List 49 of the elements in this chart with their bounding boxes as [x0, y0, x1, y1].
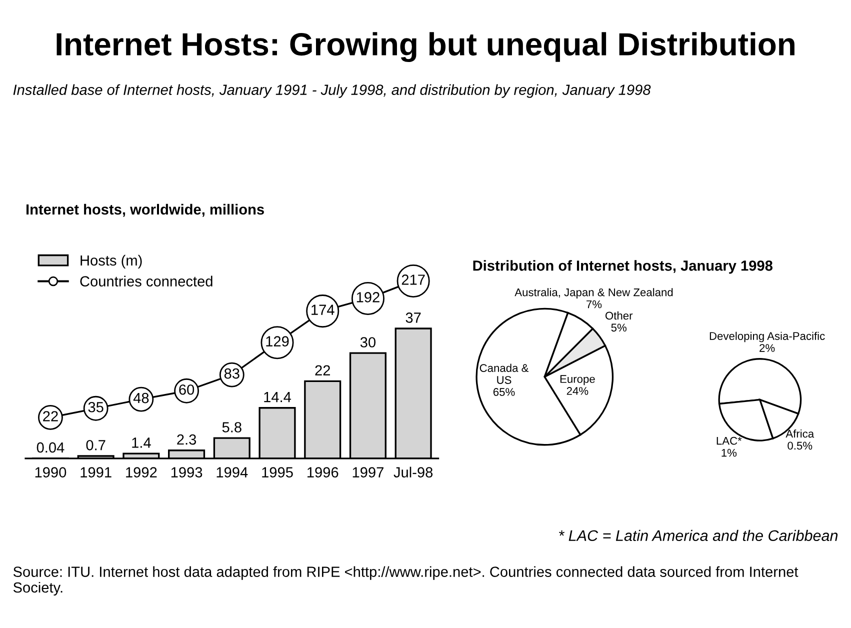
data-label: 48 [133, 392, 149, 404]
legend-label: Countries connected [80, 276, 212, 287]
data-label: 7% [586, 300, 602, 308]
data-label: 35 [88, 402, 104, 412]
x-tick-label: Jul-98 [394, 466, 433, 478]
slice-label: Developing Asia-Pacific [710, 332, 825, 342]
slice-label: Canada & US [480, 364, 529, 384]
data-label: 37 [406, 312, 421, 323]
data-label: 192 [356, 292, 380, 302]
x-tick-label: 1993 [171, 467, 202, 478]
x-tick-label: 1997 [352, 467, 384, 478]
slice-label: LAC* [716, 436, 742, 445]
slice-label: Africa [786, 430, 814, 438]
data-label: 0.04 [36, 442, 64, 453]
data-label: 217 [402, 274, 425, 285]
data-label: 65% [493, 388, 515, 396]
slice-label: Australia, Japan & New Zealand [514, 288, 673, 298]
data-label: 5% [611, 324, 626, 332]
data-label: 1.4 [132, 438, 151, 448]
data-label: 0.5% [788, 442, 812, 450]
chart-title: Distribution of Internet hosts, January 1998 [473, 260, 772, 274]
x-tick-label: 1990 [35, 467, 66, 478]
legend-label: Hosts (m) [80, 254, 142, 268]
data-label: 2% [760, 344, 775, 352]
text: Installed base of Internet hosts, January 1991 - July 1998, and distribution by region, January 1998 [13, 84, 651, 98]
data-label: 5.8 [222, 422, 242, 432]
data-label: 0.7 [86, 440, 106, 450]
data-label: 174 [312, 304, 334, 315]
data-label: 129 [266, 336, 289, 346]
x-tick-label: 1994 [216, 467, 248, 478]
data-label: 30 [360, 337, 376, 348]
data-label: 1% [722, 448, 737, 457]
slice-label: Europe [560, 375, 595, 386]
source-note: Source: ITU. Internet host data adapted from RIPE <http://www.ripe.net>. Countries connected data sourced from Internet Society. [13, 566, 798, 596]
data-label: 14.4 [264, 392, 292, 402]
data-label: 83 [224, 368, 240, 379]
data-label: 22 [315, 365, 330, 376]
slice-label: Other [605, 311, 633, 320]
x-tick-label: 1992 [126, 467, 157, 478]
x-tick-label: 1991 [80, 467, 112, 478]
chart-title: Internet hosts, worldwide, millions [26, 204, 264, 217]
x-tick-label: 1995 [262, 467, 293, 478]
text: Internet Hosts: Growing but unequal Distribution [56, 32, 794, 62]
data-label: 2.3 [177, 434, 196, 445]
data-label: 22 [43, 411, 58, 422]
data-label: 60 [179, 384, 194, 395]
text: * LAC = Latin America and the Caribbean [559, 530, 838, 542]
x-tick-label: 1996 [308, 467, 338, 478]
data-label: 24% [566, 387, 588, 395]
